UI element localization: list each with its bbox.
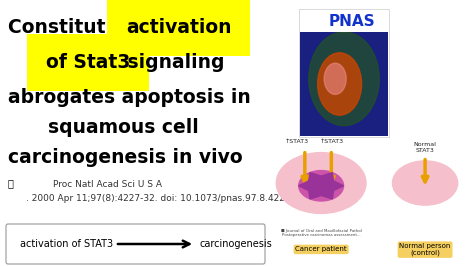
Text: ■ Journal of Oral and Maxillofacial Pathol
Postoperative carcinomas assessment..: ■ Journal of Oral and Maxillofacial Path…: [281, 229, 362, 237]
Text: ⓪ ① ② ③ ④ ⑤: ⓪ ① ② ③ ④ ⑤: [8, 258, 50, 264]
Text: Constitutive: Constitutive: [8, 18, 144, 37]
Text: squamous cell: squamous cell: [48, 118, 199, 137]
Text: signaling: signaling: [121, 53, 225, 72]
Text: abrogates apoptosis in: abrogates apoptosis in: [8, 88, 251, 107]
Text: Normal person
(control): Normal person (control): [400, 243, 451, 256]
Circle shape: [299, 171, 344, 201]
Text: Integrins and T cell motility: Integrins and T cell motility: [310, 27, 378, 32]
Text: activation: activation: [126, 18, 231, 37]
Ellipse shape: [324, 63, 346, 94]
FancyBboxPatch shape: [299, 9, 389, 137]
FancyBboxPatch shape: [300, 10, 388, 32]
Text: carcinogenesis: carcinogenesis: [200, 239, 273, 249]
FancyBboxPatch shape: [6, 224, 265, 264]
Text: Cancer patient: Cancer patient: [295, 246, 347, 252]
Text: ↑STAT3: ↑STAT3: [319, 139, 343, 144]
Text: ↑STAT3: ↑STAT3: [284, 139, 309, 144]
Text: Normal
STAT3: Normal STAT3: [414, 142, 437, 153]
Text: PNAS: PNAS: [328, 14, 375, 29]
Circle shape: [392, 161, 458, 205]
Circle shape: [276, 153, 366, 213]
Text: Proc Natl Acad Sci U S A: Proc Natl Acad Sci U S A: [53, 180, 162, 189]
Polygon shape: [299, 173, 344, 199]
Text: activation of STAT3: activation of STAT3: [20, 239, 113, 249]
FancyBboxPatch shape: [300, 10, 388, 136]
Ellipse shape: [309, 32, 379, 126]
Text: 🔈: 🔈: [8, 178, 14, 188]
Text: of Stat3: of Stat3: [46, 53, 130, 72]
Ellipse shape: [318, 53, 362, 115]
Text: carcinogenesis in vivo: carcinogenesis in vivo: [8, 148, 243, 167]
Text: . 2000 Apr 11;97(8):4227-32. doi: 10.1073/pnas.97.8.4227.: . 2000 Apr 11;97(8):4227-32. doi: 10.107…: [26, 194, 293, 203]
